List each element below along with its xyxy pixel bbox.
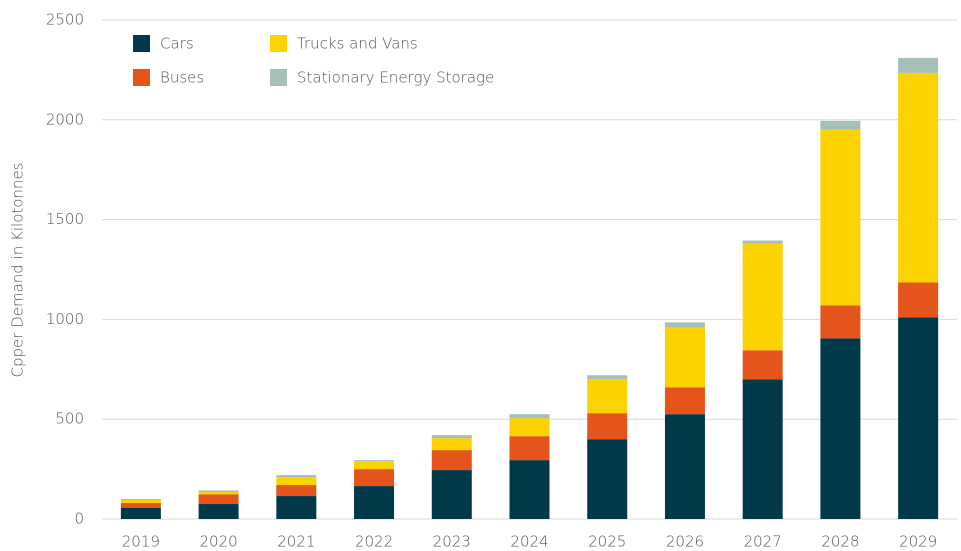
bar-segment <box>509 460 550 519</box>
bar-segment <box>742 350 783 380</box>
bar-segment <box>898 317 939 519</box>
y-tick-label: 500 <box>55 410 84 428</box>
x-tick-label: 2023 <box>433 533 471 551</box>
bar-segment <box>820 129 861 306</box>
bar-segment <box>898 282 939 318</box>
bar-segment <box>509 436 550 461</box>
y-tick-label: 2000 <box>46 110 84 128</box>
y-tick-label: 2500 <box>46 11 84 29</box>
x-tick-label: 2027 <box>744 533 782 551</box>
bar-segment <box>198 504 239 519</box>
bar-segment <box>898 72 939 283</box>
bar-segment <box>198 492 239 495</box>
bar-segment <box>587 379 628 414</box>
bar-segment <box>664 414 705 519</box>
bar-segment <box>509 418 550 437</box>
bar-segment <box>431 435 472 439</box>
bar-segment <box>587 375 628 380</box>
bar-segment <box>276 475 317 478</box>
bar-segment <box>354 460 395 462</box>
bar-segment <box>820 338 861 519</box>
legend-label: Trucks and Vans <box>297 35 418 53</box>
legend-swatch <box>133 69 150 86</box>
legend-label: Cars <box>160 35 194 53</box>
x-tick-label: 2029 <box>899 533 937 551</box>
bar-segment <box>431 450 472 471</box>
bar-segment <box>120 508 161 519</box>
x-tick-label: 2022 <box>355 533 393 551</box>
bar-segment <box>898 57 939 73</box>
x-tick-label: 2025 <box>588 533 626 551</box>
x-tick-label: 2021 <box>277 533 315 551</box>
bar-segment <box>664 327 705 388</box>
y-axis-label: Cpper Demand in Kilotonnes <box>9 163 27 378</box>
y-tick-label: 1500 <box>46 210 84 228</box>
bar-segment <box>431 438 472 451</box>
bar-segment <box>664 322 705 328</box>
bar-segment <box>509 414 550 419</box>
legend-label: Stationary Energy Storage <box>297 69 494 87</box>
y-tick-label: 1000 <box>46 310 84 328</box>
bar-segment <box>587 439 628 519</box>
bar-segment <box>664 387 705 415</box>
legend-swatch <box>133 35 150 52</box>
bar-segment <box>820 120 861 130</box>
y-tick-label: 0 <box>74 510 84 528</box>
bar-segment <box>198 494 239 505</box>
bar-segment <box>120 503 161 509</box>
bar-segment <box>354 486 395 519</box>
bar-segment <box>120 500 161 504</box>
bar-segment <box>742 379 783 519</box>
x-tick-label: 2028 <box>821 533 859 551</box>
bar-segment <box>354 469 395 487</box>
bar-segment <box>354 461 395 470</box>
bar-segment <box>276 477 317 486</box>
legend-swatch <box>270 69 287 86</box>
x-tick-label: 2019 <box>122 533 160 551</box>
bar-segment <box>431 470 472 519</box>
x-tick-label: 2026 <box>666 533 704 551</box>
bar-segment <box>587 413 628 440</box>
legend-swatch <box>270 35 287 52</box>
bar-segment <box>820 305 861 339</box>
bar-segment <box>742 243 783 351</box>
legend-label: Buses <box>160 69 204 87</box>
bar-segment <box>120 499 161 501</box>
x-tick-label: 2020 <box>199 533 237 551</box>
bar-segment <box>276 496 317 519</box>
bar-segment <box>276 485 317 497</box>
bar-segment <box>198 490 239 493</box>
bar-segment <box>742 240 783 244</box>
x-tick-label: 2024 <box>510 533 548 551</box>
